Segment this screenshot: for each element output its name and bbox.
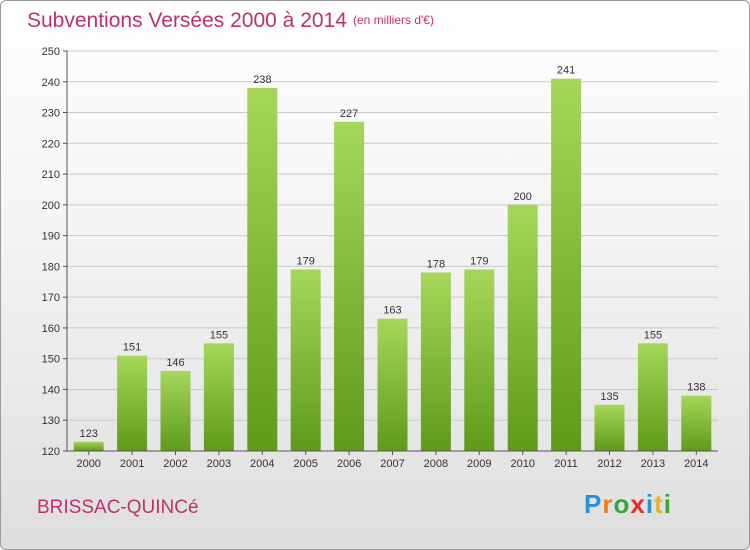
x-tick-label-2007: 2007 — [380, 458, 404, 470]
y-tick-label: 150 — [42, 354, 60, 366]
value-label-2011: 241 — [557, 65, 575, 77]
chart-subtitle: (en milliers d'€) — [353, 13, 434, 27]
x-tick-label-2006: 2006 — [337, 458, 361, 470]
logo-letter: r — [602, 489, 614, 519]
bar-2002 — [160, 371, 191, 451]
logo-letter: t — [654, 489, 664, 519]
y-tick-label: 140 — [42, 384, 60, 396]
y-tick-label: 240 — [42, 77, 60, 89]
bar-2014 — [681, 395, 712, 451]
logo-letter: i — [645, 489, 655, 519]
commune-name: BRISSAC-QUINCé — [37, 497, 199, 518]
value-label-2013: 155 — [644, 329, 662, 341]
y-tick-label: 220 — [42, 138, 60, 150]
value-label-2002: 146 — [166, 357, 184, 369]
bar-2004 — [247, 87, 278, 451]
chart-title: Subventions Versées 2000 à 2014 — [27, 9, 347, 32]
value-labels: 123 151 146 155 238 179 227 163 178 179 200 241 135 1… — [80, 65, 706, 440]
logo-letter: i — [663, 489, 672, 519]
x-axis-ticks: 2000 2001 2002 2003 2004 2005 2006 2007 2008 2009… — [76, 451, 709, 470]
value-label-2003: 155 — [210, 329, 228, 341]
y-tick-label: 130 — [42, 415, 60, 427]
bar-2007 — [377, 318, 408, 451]
x-tick-label-2009: 2009 — [467, 458, 491, 470]
y-tick-label: 230 — [42, 108, 60, 120]
value-label-2012: 135 — [600, 391, 618, 403]
y-tick-label: 250 — [42, 46, 60, 58]
x-tick-label-2011: 2011 — [554, 458, 578, 470]
value-label-2014: 138 — [687, 382, 705, 394]
x-tick-label-2005: 2005 — [293, 458, 317, 470]
bar-2003 — [203, 343, 234, 451]
y-tick-label: 120 — [42, 446, 60, 458]
bars — [73, 78, 712, 452]
logo-letter: P — [584, 489, 603, 519]
value-label-2004: 238 — [253, 74, 271, 86]
logo-letter: o — [613, 489, 631, 519]
y-axis-ticks: 120 130 140 150 160 170 180 190 200 210 220 230 240 2… — [42, 46, 67, 458]
logo-letter: x — [630, 489, 646, 519]
x-tick-label-2000: 2000 — [76, 458, 100, 470]
proxiti-logo: Proxiti — [584, 489, 672, 520]
bar-2000 — [73, 441, 104, 451]
y-tick-label: 200 — [42, 200, 60, 212]
bar-2001 — [117, 355, 148, 451]
x-tick-label-2014: 2014 — [684, 458, 708, 470]
value-label-2001: 151 — [123, 342, 141, 354]
value-label-2009: 179 — [470, 255, 488, 267]
value-label-2007: 163 — [383, 305, 401, 317]
x-tick-label-2004: 2004 — [250, 458, 274, 470]
x-tick-label-2013: 2013 — [641, 458, 665, 470]
y-tick-label: 170 — [42, 292, 60, 304]
bar-2006 — [334, 121, 365, 452]
y-tick-label: 210 — [42, 169, 60, 181]
x-tick-label-2008: 2008 — [424, 458, 448, 470]
bar-2005 — [290, 269, 321, 451]
x-tick-label-2010: 2010 — [510, 458, 534, 470]
x-tick-label-2003: 2003 — [207, 458, 231, 470]
bar-2009 — [464, 269, 495, 451]
axes — [66, 51, 718, 452]
value-label-2006: 227 — [340, 108, 358, 120]
y-tick-label: 180 — [42, 261, 60, 273]
bar-2011 — [551, 78, 582, 451]
bar-2010 — [507, 204, 538, 451]
bar-2012 — [594, 404, 625, 451]
y-tick-label: 160 — [42, 323, 60, 335]
y-tick-label: 190 — [42, 231, 60, 243]
bar-2008 — [420, 272, 451, 451]
value-label-2000: 123 — [80, 428, 98, 440]
value-label-2005: 179 — [297, 255, 315, 267]
value-label-2008: 178 — [427, 259, 445, 271]
x-tick-label-2012: 2012 — [597, 458, 621, 470]
x-tick-label-2001: 2001 — [120, 458, 144, 470]
x-tick-label-2002: 2002 — [163, 458, 187, 470]
value-label-2010: 200 — [514, 191, 532, 203]
bar-2013 — [637, 343, 668, 451]
